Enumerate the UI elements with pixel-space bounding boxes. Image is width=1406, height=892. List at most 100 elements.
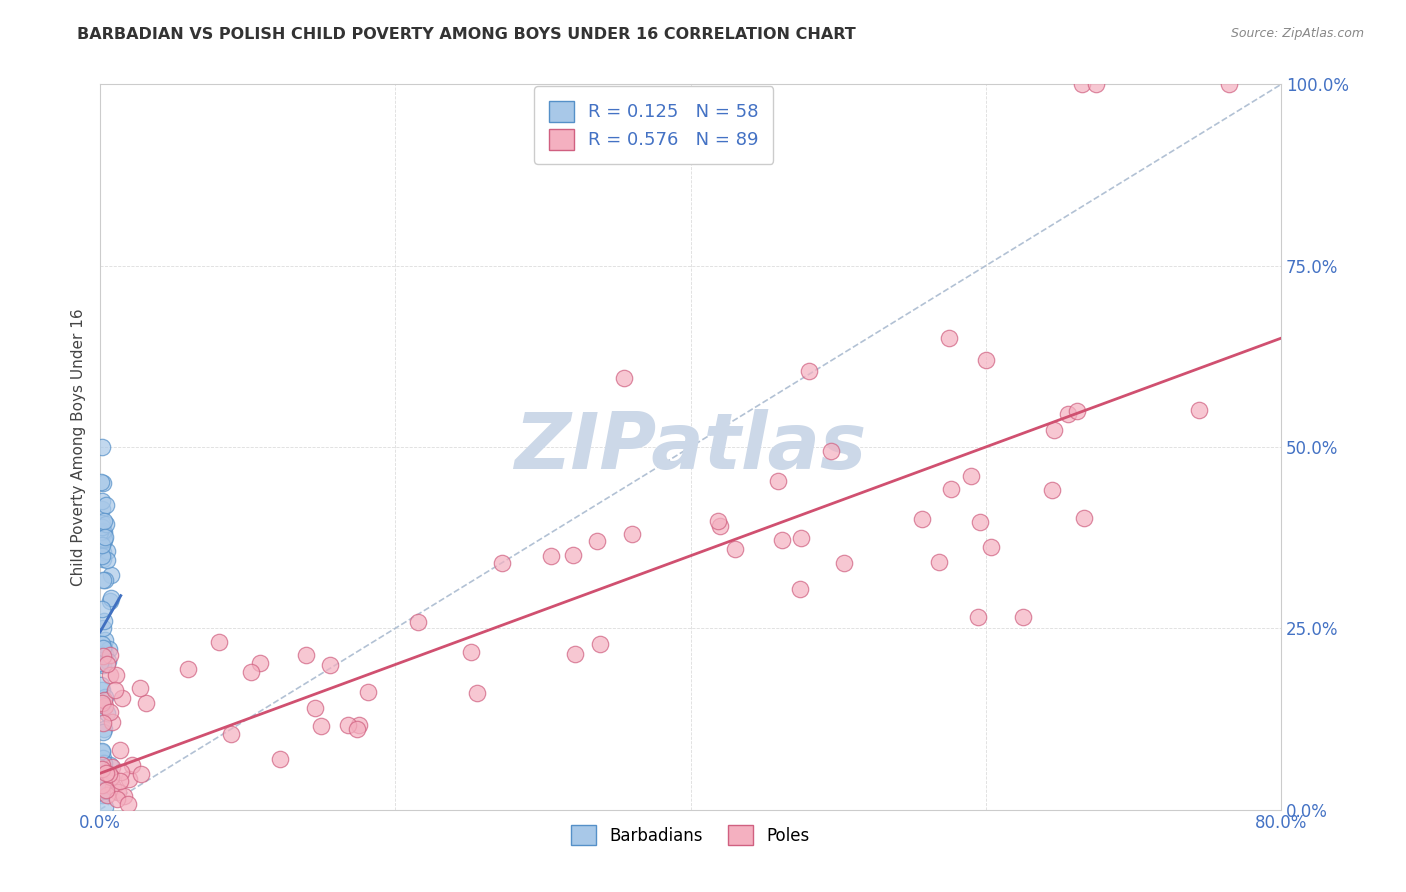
Point [94,498,117,512]
Point [960,469,983,483]
Point [107,785,129,799]
Point [90,755,112,769]
Point [89,657,111,671]
Point [91,538,114,552]
Point [770,533,793,548]
Point [117,772,139,786]
Point [585,534,607,549]
Point [93,525,115,540]
Point [980,540,1002,554]
Point [94,779,117,793]
Point [98,593,121,607]
Point [613,371,636,385]
Point [319,658,342,673]
Point [101,759,124,773]
Point [561,548,583,562]
Point [94,647,117,661]
Point [90,678,112,692]
Point [974,353,997,368]
Text: BARBADIAN VS POLISH CHILD POVERTY AMONG BOYS UNDER 16 CORRELATION CHART: BARBADIAN VS POLISH CHILD POVERTY AMONG … [77,27,856,42]
Point [91,602,114,616]
Point [90,519,112,533]
Point [100,591,122,605]
Point [709,518,731,533]
Point [98,766,121,780]
Point [564,647,586,661]
Point [112,789,135,804]
Point [93,723,115,737]
Point [1040,483,1063,498]
Point [540,549,562,564]
Point [1187,403,1209,417]
Point [117,797,139,812]
Point [90,549,112,563]
Point [93,533,115,547]
Y-axis label: Child Poverty Among Boys Under 16: Child Poverty Among Boys Under 16 [72,308,86,586]
Point [460,645,482,659]
Point [789,582,811,597]
Point [939,482,962,496]
Point [90,789,112,803]
Point [129,681,152,696]
Point [108,773,131,788]
Point [790,531,813,545]
Text: ZIPatlas: ZIPatlas [515,409,866,485]
Point [832,556,855,570]
Point [90,762,112,776]
Point [121,758,143,772]
Point [90,778,112,792]
Point [91,745,114,759]
Point [91,658,114,673]
Point [294,648,316,662]
Point [969,515,991,529]
Point [98,668,121,682]
Point [724,541,747,556]
Point [356,685,378,699]
Point [304,701,326,715]
Point [465,686,488,700]
Point [97,654,120,668]
Point [96,706,118,721]
Point [94,690,117,704]
Point [91,621,114,635]
Point [103,683,125,698]
Point [105,667,128,681]
Point [93,756,115,771]
Point [928,555,950,569]
Point [90,758,112,772]
Point [1218,78,1240,92]
Point [89,525,111,540]
Point [336,718,359,732]
Point [129,766,152,780]
Point [90,440,112,454]
Text: Source: ZipAtlas.com: Source: ZipAtlas.com [1230,27,1364,40]
Point [1070,78,1092,92]
Point [105,791,128,805]
Point [96,553,118,567]
Point [135,696,157,710]
Point [589,637,612,651]
Point [93,514,115,528]
Point [100,770,122,784]
Point [101,780,124,794]
Point [1042,423,1064,437]
Point [94,530,117,544]
Point [93,532,115,546]
Point [766,474,789,488]
Point [98,648,121,663]
Point [100,715,122,730]
Point [98,642,121,657]
Point [94,698,117,713]
Point [93,716,115,731]
Point [94,766,117,780]
Point [93,783,115,797]
Point [820,443,842,458]
Point [96,657,118,671]
Point [706,514,728,528]
Point [94,633,117,648]
Point [98,758,121,772]
Point [967,610,990,624]
Point [90,538,112,552]
Point [96,789,118,803]
Point [406,615,429,630]
